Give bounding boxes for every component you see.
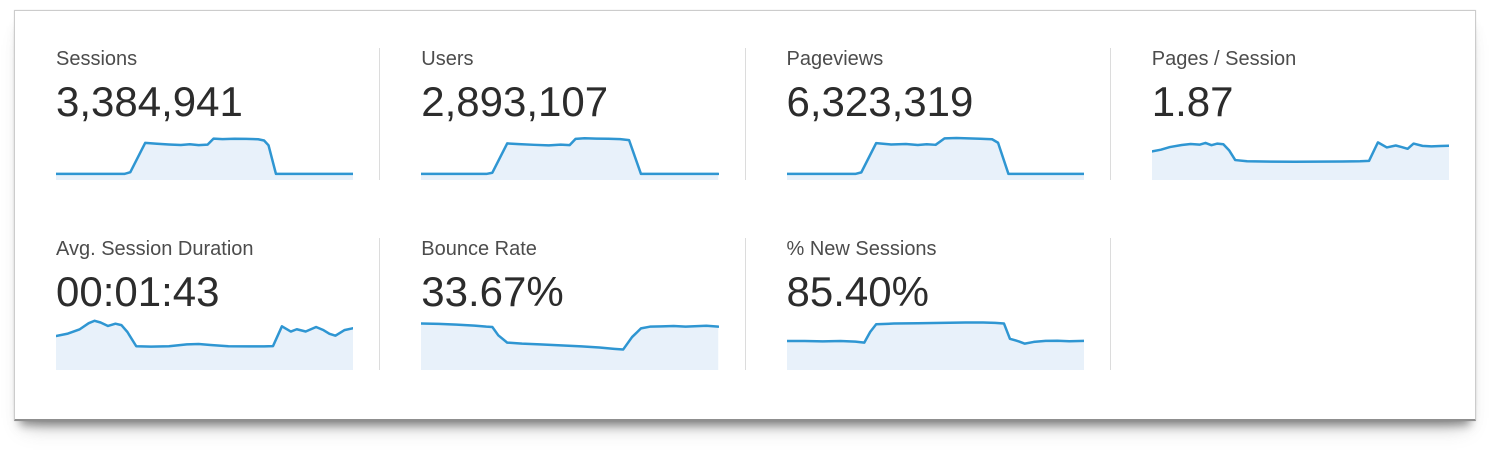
- metric-value: 3,384,941: [56, 78, 243, 125]
- metrics-panel: Sessions 3,384,941 Users 2,893,107 Pagev…: [14, 10, 1476, 421]
- metric-card-bounce-rate[interactable]: Bounce Rate 33.67%: [379, 238, 744, 370]
- metric-label: Avg. Session Duration: [56, 238, 254, 260]
- metric-sparkline: [56, 128, 354, 180]
- metric-label: % New Sessions: [786, 238, 937, 260]
- metric-sparkline: [1151, 128, 1449, 180]
- metric-card-sessions[interactable]: Sessions 3,384,941: [15, 48, 379, 180]
- metric-label: Users: [421, 48, 474, 70]
- metric-sparkline: [421, 128, 719, 180]
- metric-sparkline: [421, 318, 719, 370]
- metric-value: 1.87: [1151, 78, 1234, 125]
- metric-sparkline: [786, 128, 1084, 180]
- metric-card-users[interactable]: Users 2,893,107: [379, 48, 744, 180]
- metric-card-avg-session-duration[interactable]: Avg. Session Duration 00:01:43: [15, 238, 379, 370]
- metric-value: 6,323,319: [786, 78, 974, 125]
- metric-value: 2,893,107: [421, 78, 609, 125]
- empty-metric-slot: [1109, 238, 1475, 370]
- metric-label: Sessions: [56, 48, 138, 70]
- metric-card-pageviews[interactable]: Pageviews 6,323,319: [744, 48, 1110, 180]
- metric-label: Bounce Rate: [421, 238, 537, 260]
- metric-value: 85.40%: [786, 268, 929, 315]
- metrics-row-1: Sessions 3,384,941 Users 2,893,107 Pagev…: [15, 48, 1475, 180]
- metric-value: 00:01:43: [56, 268, 220, 315]
- metric-value: 33.67%: [421, 268, 564, 315]
- metric-card-percent-new-sessions[interactable]: % New Sessions 85.40%: [744, 238, 1110, 370]
- metric-sparkline: [786, 318, 1084, 370]
- metrics-row-2: Avg. Session Duration 00:01:43 Bounce Ra…: [15, 238, 1475, 370]
- metric-card-pages-per-session[interactable]: Pages / Session 1.87: [1109, 48, 1475, 180]
- metric-label: Pages / Session: [1151, 48, 1297, 70]
- metric-sparkline: [56, 318, 354, 370]
- metric-label: Pageviews: [786, 48, 884, 70]
